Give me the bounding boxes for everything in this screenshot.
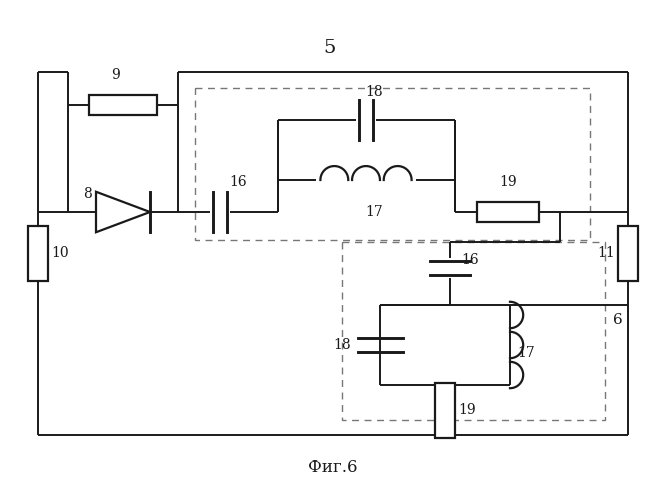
Text: 17: 17: [517, 346, 535, 360]
Text: 10: 10: [51, 246, 68, 260]
Text: Фиг.6: Фиг.6: [309, 460, 358, 476]
Bar: [28, 226, 48, 280]
Bar: [618, 226, 638, 280]
Text: 8: 8: [84, 187, 92, 201]
Text: 11: 11: [597, 246, 615, 260]
Text: 18: 18: [365, 85, 383, 99]
Text: 5: 5: [324, 39, 336, 57]
Text: 16: 16: [462, 253, 479, 267]
Text: 18: 18: [333, 338, 351, 352]
Text: 17: 17: [365, 205, 383, 219]
Text: 19: 19: [458, 403, 476, 417]
Text: 6: 6: [613, 313, 623, 327]
Text: 19: 19: [499, 175, 517, 189]
Bar: [477, 202, 539, 222]
Bar: [435, 382, 455, 438]
Bar: [195, 88, 590, 240]
Bar: [89, 95, 157, 115]
Bar: [342, 242, 605, 420]
Text: 9: 9: [110, 68, 120, 82]
Text: 16: 16: [229, 175, 247, 189]
